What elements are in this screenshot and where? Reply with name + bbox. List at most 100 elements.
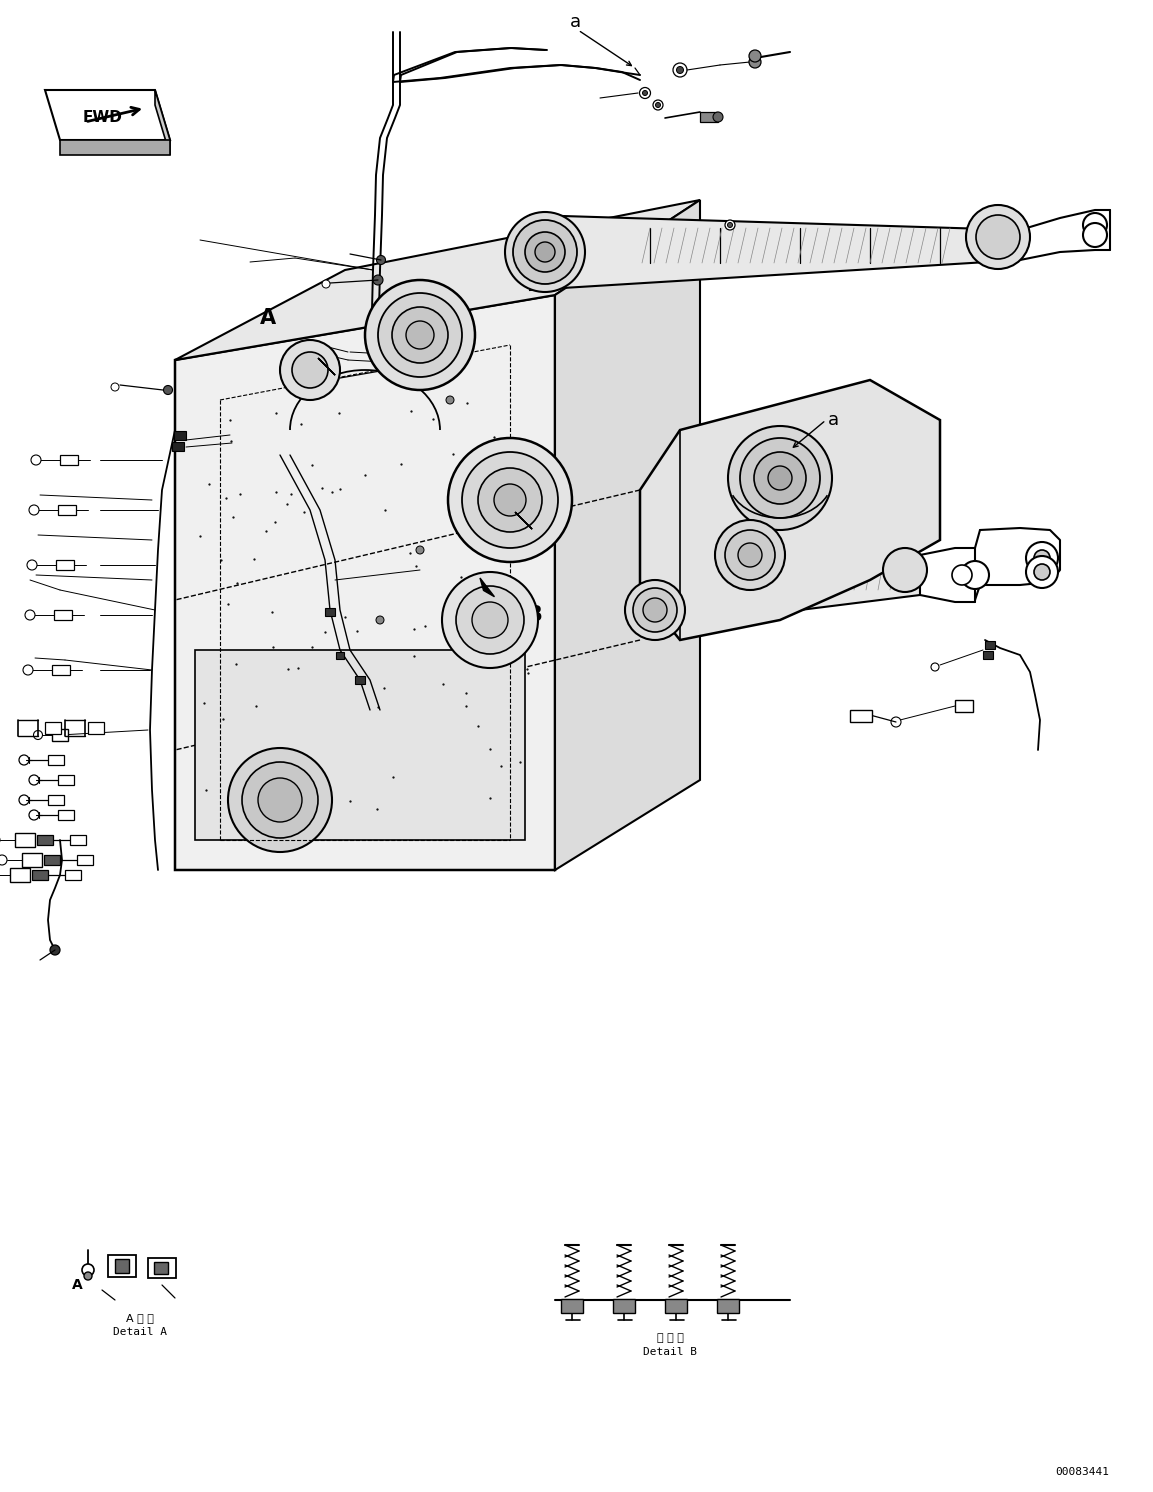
- Bar: [378, 358, 387, 366]
- Circle shape: [111, 383, 119, 391]
- Circle shape: [449, 439, 572, 562]
- Text: A: A: [550, 480, 566, 500]
- Bar: [384, 351, 395, 360]
- Circle shape: [18, 795, 29, 806]
- Circle shape: [725, 530, 775, 580]
- Bar: [48, 755, 65, 765]
- Circle shape: [228, 747, 332, 852]
- Bar: [58, 504, 76, 515]
- Polygon shape: [60, 140, 169, 155]
- Circle shape: [749, 57, 761, 69]
- Circle shape: [749, 51, 761, 63]
- Bar: [336, 652, 344, 659]
- Polygon shape: [530, 215, 1020, 289]
- Circle shape: [656, 103, 661, 107]
- Bar: [985, 642, 995, 649]
- Bar: [65, 870, 81, 880]
- Bar: [382, 351, 391, 358]
- Circle shape: [27, 560, 37, 570]
- Circle shape: [374, 275, 383, 285]
- Bar: [562, 1300, 583, 1313]
- Bar: [52, 730, 68, 742]
- Circle shape: [738, 543, 762, 567]
- Circle shape: [377, 255, 385, 264]
- Bar: [717, 1300, 739, 1313]
- Circle shape: [493, 483, 526, 516]
- Bar: [58, 774, 74, 785]
- Circle shape: [1034, 551, 1050, 565]
- Circle shape: [966, 204, 1030, 269]
- Polygon shape: [45, 90, 169, 140]
- Circle shape: [930, 662, 939, 671]
- Text: a: a: [570, 13, 581, 31]
- Text: Detail B: Detail B: [643, 1347, 698, 1358]
- Circle shape: [25, 610, 35, 621]
- Circle shape: [455, 586, 523, 653]
- Circle shape: [322, 280, 330, 288]
- Circle shape: [18, 755, 29, 765]
- Circle shape: [975, 215, 1020, 260]
- Circle shape: [82, 1264, 95, 1276]
- Circle shape: [1026, 542, 1058, 574]
- Circle shape: [1034, 564, 1050, 580]
- Bar: [52, 665, 70, 674]
- Polygon shape: [318, 358, 336, 374]
- Circle shape: [392, 307, 449, 363]
- Circle shape: [642, 91, 648, 95]
- Circle shape: [50, 944, 60, 955]
- Polygon shape: [555, 200, 700, 870]
- Circle shape: [513, 219, 576, 283]
- Bar: [148, 1258, 176, 1279]
- Polygon shape: [640, 380, 940, 640]
- Bar: [54, 610, 71, 621]
- Bar: [10, 868, 30, 882]
- Bar: [700, 112, 718, 122]
- Circle shape: [292, 352, 327, 388]
- Bar: [70, 836, 86, 844]
- Bar: [48, 795, 65, 806]
- Circle shape: [280, 340, 340, 400]
- Circle shape: [713, 112, 723, 122]
- Circle shape: [754, 452, 806, 504]
- Circle shape: [29, 774, 39, 785]
- Circle shape: [625, 580, 685, 640]
- Circle shape: [366, 280, 475, 389]
- Polygon shape: [640, 555, 920, 630]
- Circle shape: [242, 762, 318, 839]
- Circle shape: [378, 292, 462, 377]
- Text: B: B: [526, 604, 542, 625]
- Bar: [174, 431, 186, 440]
- Text: 00083441: 00083441: [1055, 1467, 1109, 1477]
- Polygon shape: [175, 295, 555, 870]
- Circle shape: [455, 616, 464, 624]
- Circle shape: [478, 468, 542, 533]
- Circle shape: [643, 598, 666, 622]
- Circle shape: [258, 777, 302, 822]
- Circle shape: [952, 565, 972, 585]
- Circle shape: [84, 1273, 92, 1280]
- Circle shape: [728, 427, 832, 530]
- Polygon shape: [515, 512, 533, 530]
- Bar: [984, 651, 993, 659]
- Circle shape: [740, 439, 820, 518]
- Circle shape: [376, 616, 384, 624]
- Bar: [44, 855, 60, 865]
- Text: a: a: [828, 410, 839, 430]
- Circle shape: [891, 718, 900, 727]
- Circle shape: [472, 601, 508, 639]
- Circle shape: [33, 731, 43, 740]
- Polygon shape: [175, 200, 700, 360]
- Circle shape: [476, 476, 484, 483]
- Circle shape: [633, 588, 677, 633]
- Bar: [325, 609, 336, 616]
- Circle shape: [725, 219, 734, 230]
- Circle shape: [29, 810, 39, 821]
- Text: A: A: [259, 307, 276, 328]
- Text: Detail A: Detail A: [113, 1326, 167, 1337]
- Bar: [15, 833, 35, 847]
- Text: FWD: FWD: [83, 110, 123, 125]
- Circle shape: [673, 63, 687, 78]
- Circle shape: [1026, 557, 1058, 588]
- Text: A 詳 細: A 詳 細: [126, 1313, 155, 1323]
- Circle shape: [505, 212, 585, 292]
